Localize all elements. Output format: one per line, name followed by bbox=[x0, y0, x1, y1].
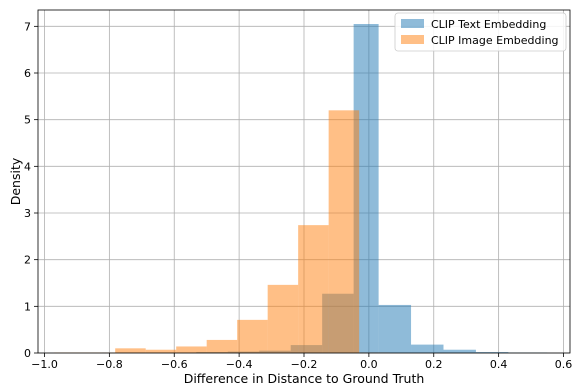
histogram-bar bbox=[298, 225, 329, 353]
y-tick-label: 7 bbox=[24, 20, 31, 33]
y-axis-ticks: 0 1 2 3 4 5 6 7 bbox=[24, 20, 38, 360]
x-tick-label: −0.6 bbox=[161, 358, 188, 371]
legend: CLIP Text Embedding CLIP Image Embedding bbox=[394, 12, 567, 52]
histogram-bar bbox=[411, 344, 444, 353]
series-image-embedding bbox=[54, 110, 390, 353]
y-axis-label: Density bbox=[8, 157, 23, 205]
legend-entry-label: CLIP Image Embedding bbox=[431, 34, 559, 47]
histogram-bar bbox=[443, 349, 476, 353]
legend-entry-label: CLIP Text Embedding bbox=[431, 18, 546, 31]
x-tick-label: 0.4 bbox=[490, 358, 508, 371]
x-tick-label: −0.2 bbox=[291, 358, 318, 371]
histogram-bar bbox=[206, 339, 238, 353]
y-tick-label: 5 bbox=[24, 114, 31, 127]
x-axis-label: Difference in Distance to Ground Truth bbox=[184, 371, 425, 386]
histogram-bar bbox=[115, 348, 146, 353]
x-tick-label: 0.0 bbox=[360, 358, 378, 371]
histogram-bar bbox=[237, 319, 268, 353]
x-tick-label: 0.2 bbox=[425, 358, 443, 371]
x-tick-label: 0.6 bbox=[555, 358, 573, 371]
y-tick-label: 3 bbox=[24, 207, 31, 220]
histogram-bars bbox=[54, 24, 548, 353]
x-tick-label: −0.4 bbox=[226, 358, 253, 371]
histogram-bar bbox=[145, 349, 177, 353]
x-tick-label: −1.0 bbox=[31, 358, 58, 371]
y-tick-label: 6 bbox=[24, 67, 31, 80]
x-axis-ticks: −1.0 −0.8 −0.6 −0.4 −0.2 0.0 0.2 0.4 0.6 bbox=[31, 353, 572, 371]
y-tick-label: 4 bbox=[24, 160, 31, 173]
plot-area: −1.0 −0.8 −0.6 −0.4 −0.2 0.0 0.2 0.4 0.6 0 1 2 3 4 5 6… bbox=[24, 9, 572, 371]
legend-box bbox=[394, 12, 567, 52]
histogram-bar bbox=[176, 346, 207, 353]
histogram-bar bbox=[378, 304, 412, 353]
x-tick-label: −0.8 bbox=[96, 358, 123, 371]
y-tick-label: 0 bbox=[24, 347, 31, 360]
legend-swatch bbox=[401, 19, 424, 28]
histogram-bar bbox=[328, 110, 360, 353]
histogram-bar bbox=[475, 352, 509, 353]
y-tick-label: 2 bbox=[24, 254, 31, 267]
legend-swatch bbox=[401, 35, 424, 44]
histogram-bar bbox=[267, 284, 299, 353]
y-tick-label: 1 bbox=[24, 300, 31, 313]
